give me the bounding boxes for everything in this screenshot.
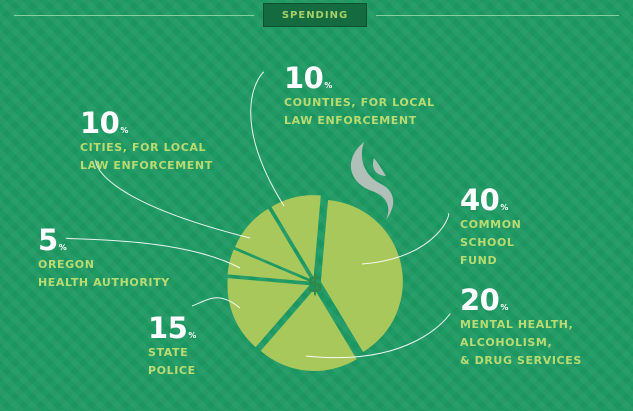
header-title: SPENDING — [263, 3, 367, 27]
category-label-line: MENTAL HEALTH, — [460, 318, 574, 331]
percent-sign: % — [324, 81, 333, 90]
slice-label: 10% CITIES, FOR LOCAL LAW ENFORCEMENT — [80, 109, 213, 174]
category-label-line: SCHOOL — [460, 236, 515, 249]
slice-label: 15% STATE POLICE — [148, 314, 196, 379]
dollar-symbol: $ — [307, 270, 324, 298]
leader-line — [361, 213, 450, 265]
percentage-value: 10 — [80, 106, 120, 140]
category-label-line: LAW ENFORCEMENT — [284, 114, 417, 127]
slice-percentage: 15% — [148, 314, 196, 343]
slice-label: 10% COUNTIES, FOR LOCAL LAW ENFORCEMENT — [284, 64, 435, 129]
category-label-line: HEALTH AUTHORITY — [38, 276, 170, 289]
category-label-line: ALCOHOLISM, — [460, 336, 553, 349]
percent-sign: % — [500, 303, 509, 312]
pie-slice — [271, 195, 321, 278]
slice-percentage: 10% — [284, 64, 435, 93]
leader-line — [95, 159, 251, 239]
pie-slice — [227, 249, 310, 282]
leader-line — [65, 237, 241, 269]
category-label-line: FUND — [460, 254, 498, 267]
percentage-value: 5 — [38, 223, 58, 257]
pie-slice — [260, 288, 357, 371]
leader-line — [305, 313, 451, 359]
header-rule-right — [376, 15, 619, 16]
category-label-line: CITIES, FOR LOCAL — [80, 141, 207, 154]
slice-percentage: 5% — [38, 226, 170, 255]
percentage-value: 15 — [148, 311, 188, 345]
slice-percentage: 20% — [460, 286, 582, 315]
percent-sign: % — [120, 126, 129, 135]
percentage-value: 40 — [460, 183, 500, 217]
pie-slice — [320, 199, 403, 352]
category-label-line: COMMON — [460, 218, 522, 231]
smoke-wisp-icon — [350, 142, 394, 220]
leader-line — [250, 71, 285, 207]
slice-label: 20% MENTAL HEALTH, ALCOHOLISM, & DRUG SERVI… — [460, 286, 582, 369]
percentage-value: 20 — [460, 283, 500, 317]
header-rule-left — [14, 15, 254, 16]
pie-slice — [227, 278, 310, 348]
category-label-line: LAW ENFORCEMENT — [80, 159, 213, 172]
category-label-line: COUNTIES, FOR LOCAL — [284, 96, 435, 109]
slice-label: 40% COMMON SCHOOL FUND — [460, 186, 521, 269]
slice-percentage: 10% — [80, 109, 213, 138]
category-label-line: & DRUG SERVICES — [460, 354, 582, 367]
percentage-value: 10 — [284, 61, 324, 95]
leader-line — [191, 297, 241, 309]
category-label-line: OREGON — [38, 258, 95, 271]
slice-label: 5% OREGON HEALTH AUTHORITY — [38, 226, 170, 291]
slice-percentage: 40% — [460, 186, 521, 215]
pie-slice — [234, 208, 311, 280]
percent-sign: % — [188, 331, 197, 340]
category-label-line: POLICE — [148, 364, 196, 377]
percent-sign: % — [58, 243, 67, 252]
percent-sign: % — [500, 203, 509, 212]
category-label-line: STATE — [148, 346, 189, 359]
